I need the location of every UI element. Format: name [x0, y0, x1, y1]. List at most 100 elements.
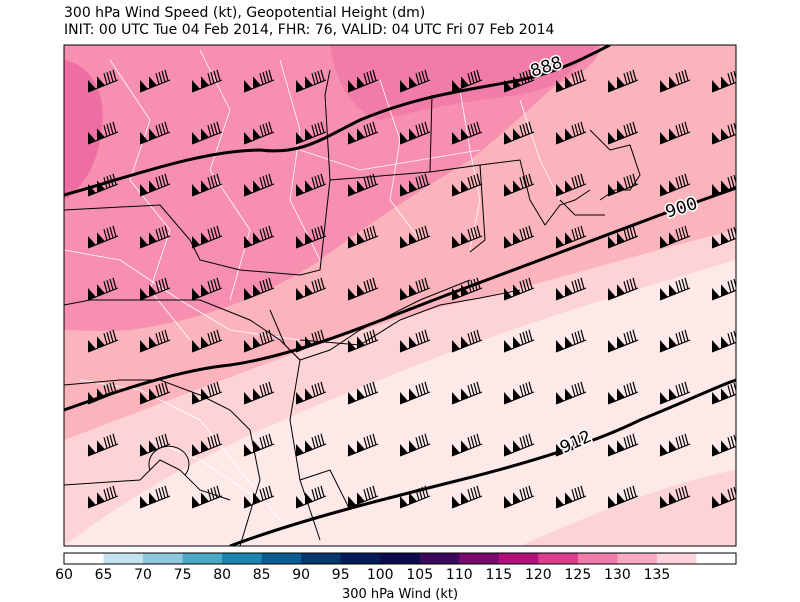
- wind-barb: [659, 69, 691, 93]
- wind-barb: [139, 485, 171, 509]
- wind-barb: [399, 225, 431, 249]
- wind-barb: [347, 225, 379, 249]
- wind-barb: [399, 69, 431, 93]
- colorbar-label: 300 hPa Wind (kt): [341, 587, 459, 602]
- chart-subtitle: INIT: 00 UTC Tue 04 Feb 2014, FHR: 76, V…: [64, 22, 555, 38]
- colorbar-tick-label: 115: [485, 567, 513, 583]
- colorbar-swatch: [301, 553, 342, 564]
- colorbar-swatch: [459, 553, 500, 564]
- wind-barb: [191, 433, 223, 457]
- wind-barb: [347, 381, 379, 405]
- wind-barb: [191, 121, 223, 145]
- wind-barb: [399, 433, 431, 457]
- colorbar-swatch: [103, 553, 144, 564]
- colorbar-swatch: [222, 553, 263, 564]
- wind-barb: [607, 69, 639, 93]
- colorbar-tick-label: 70: [134, 567, 152, 583]
- wind-barb: [399, 121, 431, 145]
- colorbar: [63, 552, 737, 565]
- wind-barb: [451, 121, 483, 145]
- wind-barb: [451, 173, 483, 197]
- wind-barb: [399, 485, 431, 509]
- wind-barb: [451, 69, 483, 93]
- wind-barb: [555, 121, 587, 145]
- wind-barb: [191, 329, 223, 353]
- colorbar-tick-label: 125: [564, 567, 592, 583]
- wind-barb: [139, 121, 171, 145]
- wind-barb: [295, 433, 327, 457]
- wind-barb: [87, 381, 119, 405]
- wind-band-115: [64, 45, 600, 331]
- wind-barb: [503, 225, 535, 249]
- height-contours: [64, 45, 736, 546]
- wind-barb: [555, 69, 587, 93]
- contour-912: [229, 378, 736, 546]
- colorbar-tick-label: 75: [173, 567, 192, 583]
- wind-barb: [347, 433, 379, 457]
- wind-barb: [139, 69, 171, 93]
- wind-barb: [87, 277, 119, 301]
- wind-barb: [503, 433, 535, 457]
- colorbar-tick-label: 60: [55, 567, 73, 583]
- wind-barb: [555, 381, 587, 405]
- wind-barb: [243, 69, 275, 93]
- colorbar-swatch: [182, 553, 223, 564]
- wind-barb: [139, 433, 171, 457]
- wind-barb: [295, 225, 327, 249]
- wind-barb: [503, 381, 535, 405]
- wind-barb: [191, 277, 223, 301]
- wind-barb: [711, 330, 736, 353]
- wind-barb: [399, 329, 431, 353]
- wind-barb: [295, 277, 327, 301]
- wind-barb: [347, 69, 379, 93]
- wind-barb: [87, 433, 119, 457]
- colorbar-tick-label: 105: [406, 567, 434, 583]
- wind-barb: [451, 433, 483, 457]
- wind-barb: [659, 433, 691, 457]
- wind-barb: [711, 226, 736, 249]
- wind-barb: [607, 433, 639, 457]
- wind-barb: [659, 225, 691, 249]
- wind-barb: [243, 225, 275, 249]
- colorbar-swatch: [261, 553, 302, 564]
- wind-barb: [659, 121, 691, 145]
- colorbar-tick-label: 80: [213, 567, 232, 583]
- wind-barb: [503, 485, 535, 509]
- wind-barb: [347, 173, 379, 197]
- colorbar-swatch: [143, 553, 184, 564]
- wind-barb: [607, 173, 639, 197]
- wind-barb: [711, 278, 736, 301]
- wind-barb: [191, 225, 223, 249]
- wind-barb: [607, 225, 639, 249]
- wind-barb: [295, 173, 327, 197]
- colorbar-tick-label: 110: [445, 567, 473, 583]
- wind-barb: [711, 174, 736, 197]
- wind-barb: [243, 121, 275, 145]
- wind-barb: [87, 69, 119, 93]
- wind-barb: [399, 381, 431, 405]
- wind-barb: [243, 173, 275, 197]
- wind-barb: [139, 381, 171, 405]
- county-borders: [64, 49, 561, 521]
- colorbar-tick-label: 85: [252, 567, 271, 583]
- wind-barb: [87, 173, 119, 197]
- wind-barb: [451, 381, 483, 405]
- wind-barb: [399, 277, 431, 301]
- wind-barb: [659, 329, 691, 353]
- colorbar-swatch: [64, 553, 105, 564]
- wind-barb: [139, 173, 171, 197]
- wind-barb: [451, 485, 483, 509]
- wind-barb: [347, 121, 379, 145]
- contour-900: [64, 186, 736, 412]
- colorbar-swatch: [380, 553, 421, 564]
- wind-barb: [503, 277, 535, 301]
- state-borders: [64, 69, 641, 546]
- wind-barb: [659, 381, 691, 405]
- wind-barb: [503, 173, 535, 197]
- wind-barb: [555, 329, 587, 353]
- colorbar-swatch: [419, 553, 460, 564]
- colorbar-tick-label: 100: [366, 567, 394, 583]
- wind-barb: [555, 433, 587, 457]
- wind-barb: [295, 121, 327, 145]
